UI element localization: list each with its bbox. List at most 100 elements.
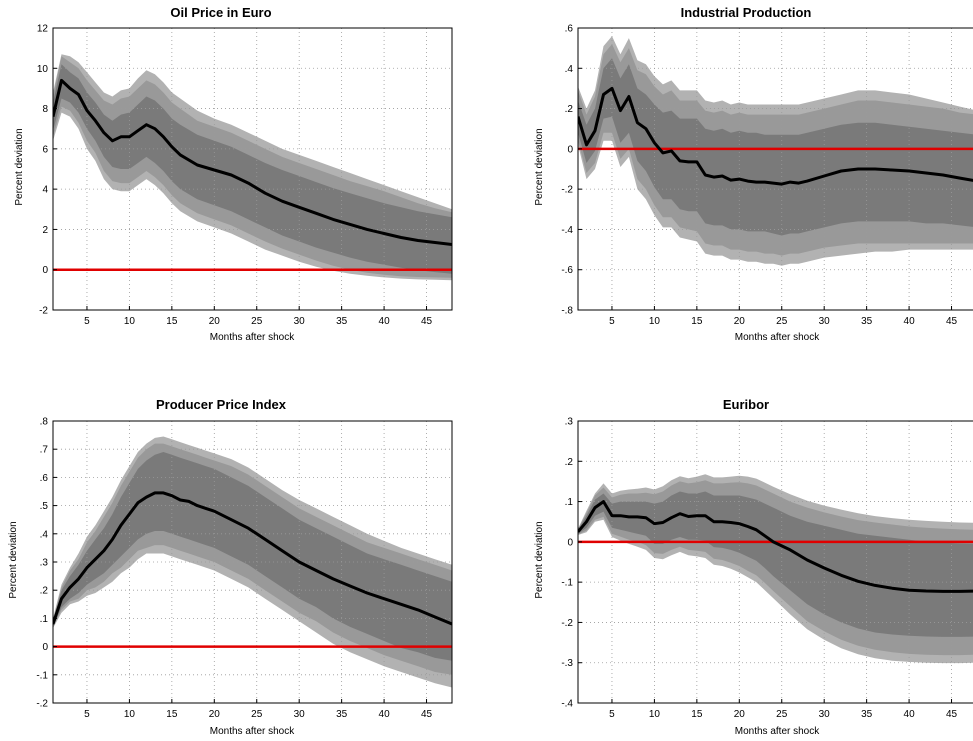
x-tick-label: 15	[166, 709, 178, 720]
plot-area	[53, 28, 452, 310]
x-axis-label: Months after shock	[735, 726, 820, 737]
y-tick-label: .4	[565, 64, 574, 75]
y-tick-label: .1	[565, 497, 574, 508]
x-axis-label: Months after shock	[210, 726, 295, 737]
x-tick-label: 15	[166, 316, 178, 327]
axes-frame	[52, 27, 453, 311]
y-tick-label: .3	[565, 417, 574, 428]
x-tick-label: 30	[294, 709, 306, 720]
y-tick-label: 0	[567, 537, 573, 548]
y-tick-label: .1	[40, 614, 49, 625]
y-axis-label: Percent deviation	[534, 521, 545, 598]
panel-industrial-production: Industrial Production Months after shock…	[534, 5, 973, 343]
y-tick-label: -.8	[561, 306, 573, 317]
x-tick-label: 10	[649, 316, 661, 327]
plot-area	[53, 421, 452, 703]
panel-title: Oil Price in Euro	[170, 5, 271, 20]
x-tick-label: 25	[251, 709, 263, 720]
y-tick-label: -.1	[36, 670, 48, 681]
y-tick-label: 8	[42, 104, 48, 115]
median-line	[578, 86, 973, 186]
y-tick-label: .5	[40, 501, 49, 512]
y-tick-label: 10	[37, 64, 49, 75]
y-tick-label: .8	[40, 417, 49, 428]
panel-title: Producer Price Index	[156, 397, 287, 412]
median-line	[578, 500, 973, 593]
plot-area	[578, 28, 973, 310]
panel-title: Industrial Production	[681, 5, 812, 20]
y-tick-label: -.2	[36, 699, 48, 710]
y-axis-label: Percent deviation	[534, 128, 545, 205]
x-tick-label: 15	[691, 709, 703, 720]
y-tick-label: 0	[42, 265, 48, 276]
y-tick-label: .4	[40, 529, 49, 540]
y-tick-label: .2	[40, 586, 49, 597]
x-tick-label: 5	[84, 709, 90, 720]
y-tick-label: .3	[40, 558, 49, 569]
y-tick-label: -.4	[561, 699, 573, 710]
x-tick-label: 45	[421, 709, 433, 720]
median-line	[53, 491, 452, 626]
x-tick-label: 35	[861, 709, 873, 720]
x-tick-label: 40	[904, 709, 916, 720]
plot-area	[578, 421, 973, 703]
y-tick-label: 12	[37, 24, 49, 35]
x-tick-label: 5	[84, 316, 90, 327]
x-tick-label: 40	[904, 316, 916, 327]
x-tick-label: 20	[734, 709, 746, 720]
x-tick-label: 45	[421, 316, 433, 327]
x-tick-label: 20	[209, 316, 221, 327]
y-tick-label: .2	[565, 104, 574, 115]
x-axis-label: Months after shock	[735, 332, 820, 343]
axes-frame	[577, 27, 973, 311]
band-68	[53, 452, 452, 661]
x-tick-label: 30	[819, 316, 831, 327]
y-axis-label: Percent deviation	[8, 521, 19, 598]
x-tick-label: 45	[946, 316, 958, 327]
x-tick-label: 35	[336, 316, 348, 327]
panel-title: Euribor	[723, 397, 769, 412]
band-68	[578, 58, 973, 236]
median-line	[53, 78, 452, 246]
y-tick-label: -.1	[561, 578, 573, 589]
x-tick-label: 30	[294, 316, 306, 327]
x-tick-label: 10	[649, 709, 661, 720]
x-tick-label: 40	[379, 316, 391, 327]
y-tick-label: 0	[42, 642, 48, 653]
x-tick-label: 5	[609, 316, 615, 327]
y-tick-label: -.6	[561, 265, 573, 276]
y-tick-label: -.2	[561, 618, 573, 629]
x-tick-label: 35	[336, 709, 348, 720]
y-tick-label: .6	[40, 473, 49, 484]
x-tick-label: 30	[819, 709, 831, 720]
y-tick-label: -.4	[561, 225, 573, 236]
band-68	[53, 64, 452, 274]
x-tick-label: 40	[379, 709, 391, 720]
y-tick-label: 0	[567, 144, 573, 155]
x-tick-label: 5	[609, 709, 615, 720]
x-tick-label: 20	[734, 316, 746, 327]
x-tick-label: 25	[776, 316, 788, 327]
panel-oil-price: Oil Price in Euro Months after shock Per…	[14, 5, 453, 343]
x-tick-label: 10	[124, 316, 136, 327]
x-tick-label: 15	[691, 316, 703, 327]
y-tick-label: -.3	[561, 658, 573, 669]
x-tick-label: 35	[861, 316, 873, 327]
y-tick-label: .7	[40, 445, 49, 456]
panel-euribor: Euribor Months after shock Percent devia…	[534, 397, 973, 737]
x-axis-label: Months after shock	[210, 332, 295, 343]
y-tick-label: 2	[42, 225, 48, 236]
x-tick-label: 25	[251, 316, 263, 327]
y-tick-label: 6	[42, 144, 48, 155]
x-tick-label: 10	[124, 709, 136, 720]
x-tick-label: 25	[776, 709, 788, 720]
x-tick-label: 45	[946, 709, 958, 720]
y-tick-label: .2	[565, 457, 574, 468]
y-tick-label: -2	[39, 306, 48, 317]
y-axis-label: Percent deviation	[14, 128, 25, 205]
band-68	[578, 491, 973, 637]
y-tick-label: 4	[42, 185, 48, 196]
y-tick-label: -.2	[561, 185, 573, 196]
axes-frame	[577, 420, 973, 704]
